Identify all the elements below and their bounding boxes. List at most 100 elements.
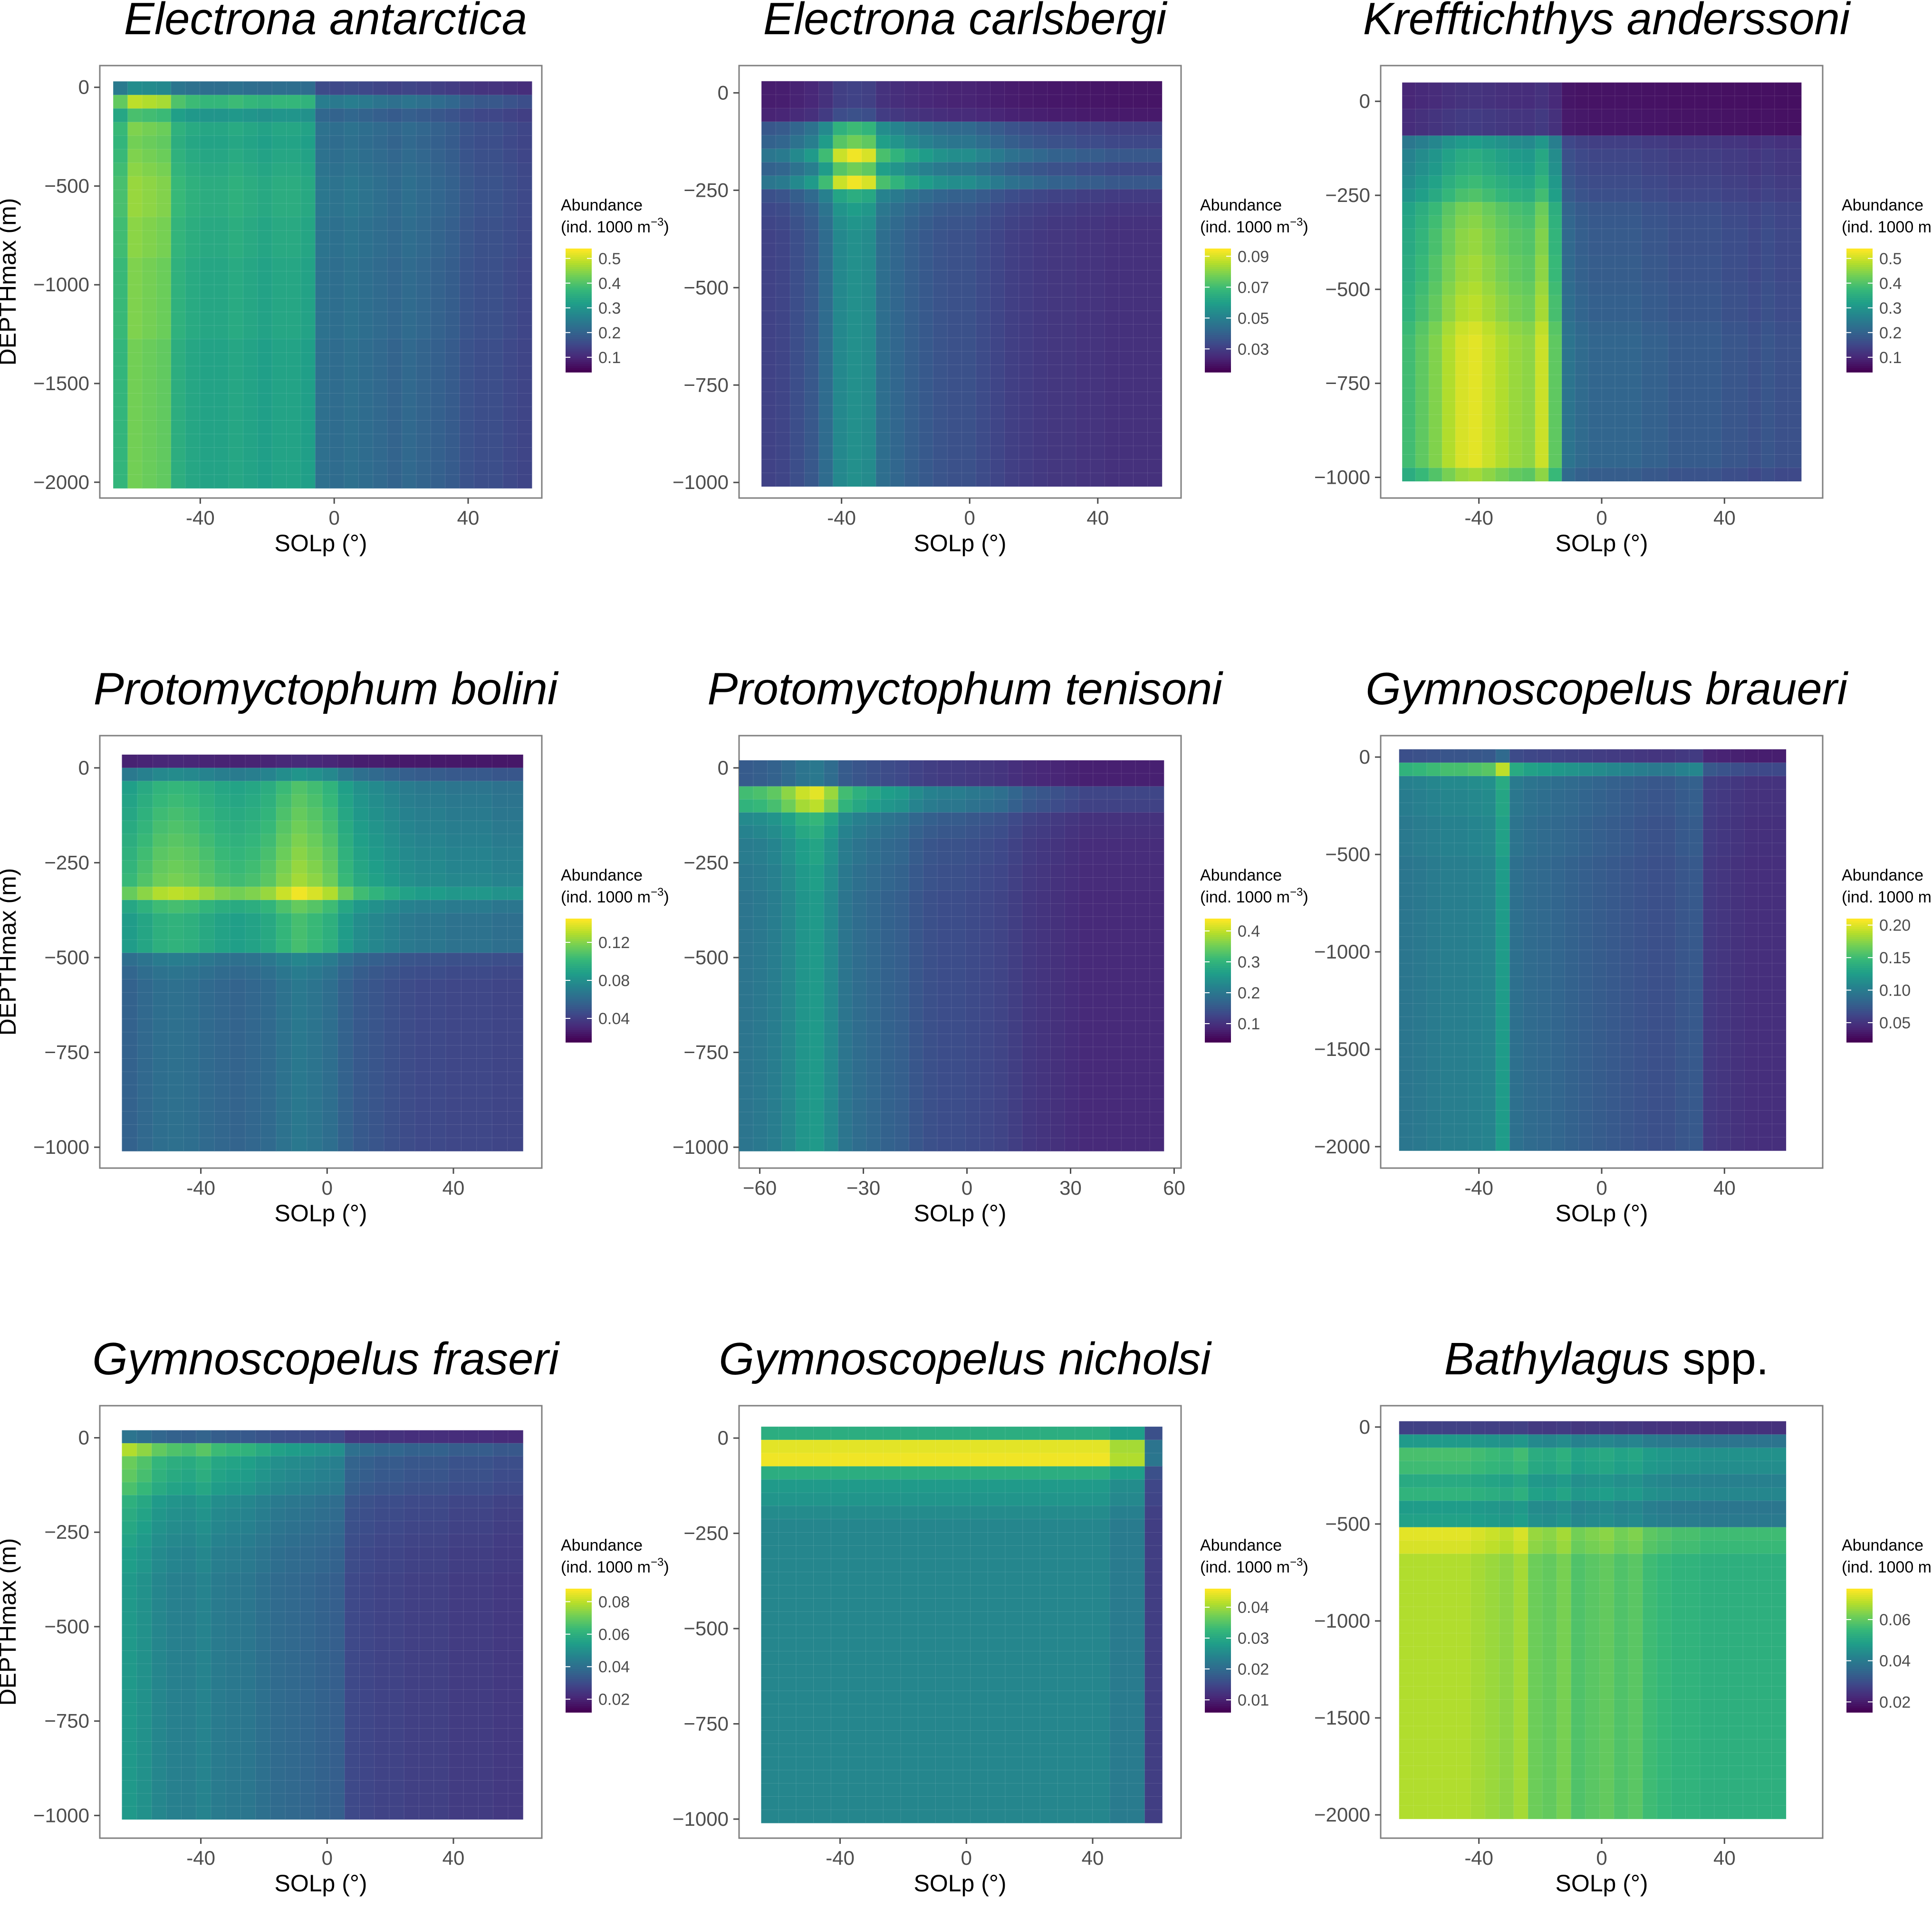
heatmap-cell (230, 860, 246, 874)
heatmap-cell (1708, 202, 1722, 216)
heatmap-cell (1135, 838, 1150, 852)
heatmap-cell (790, 95, 805, 109)
heatmap-cell (1047, 95, 1062, 109)
heatmap-cell (1668, 335, 1682, 349)
heatmap-cell (153, 992, 169, 1006)
heatmap-cell (1774, 388, 1788, 402)
heatmap-cell (1019, 459, 1034, 473)
heatmap-cell (1788, 175, 1802, 189)
heatmap-cell (142, 258, 157, 272)
colorbar-segment (566, 1005, 592, 1008)
heatmap-cell (402, 163, 417, 177)
colorbar-segment (566, 945, 592, 948)
heatmap-cell (1562, 441, 1576, 455)
heatmap-cell (476, 754, 492, 768)
heatmap-cell (245, 1006, 261, 1019)
heatmap-cell (243, 190, 258, 204)
heatmap-cell (852, 916, 867, 930)
heatmap-cell (300, 447, 316, 461)
heatmap-cell (1748, 135, 1762, 150)
heatmap-cell (368, 900, 384, 914)
heatmap-cell (976, 405, 991, 419)
heatmap-cell (199, 913, 215, 927)
heatmap-cell (761, 310, 776, 325)
heatmap-cell (1105, 135, 1119, 149)
heatmap-cell (1065, 773, 1079, 787)
heatmap-cell (171, 312, 186, 326)
heatmap-cell (1734, 282, 1749, 296)
heatmap-cell (358, 163, 374, 177)
heatmap-cell (965, 995, 980, 1008)
heatmap-cell (1076, 202, 1091, 217)
heatmap-cell (1004, 472, 1019, 487)
heatmap-cell (257, 379, 272, 394)
y-tick-label: −1000 (33, 273, 89, 296)
heatmap-cell (824, 799, 839, 813)
heatmap-cell (1402, 295, 1416, 309)
heatmap-cell (1602, 361, 1615, 375)
heatmap-cell (951, 955, 966, 969)
heatmap-cell (781, 1073, 796, 1086)
colorbar-segment (1846, 267, 1873, 270)
chart-title-italic: Electrona carlsbergi (763, 0, 1168, 44)
heatmap-cell (368, 767, 384, 782)
heatmap-cell (1788, 229, 1802, 242)
heatmap-cell (315, 461, 330, 475)
heatmap-cell (142, 393, 157, 407)
heatmap-cell (1482, 454, 1496, 469)
heatmap-cell (373, 339, 388, 353)
heatmap-cell (790, 472, 805, 487)
heatmap-cell (1761, 135, 1775, 150)
heatmap-cell (460, 258, 474, 272)
heatmap-cell (445, 230, 460, 245)
heatmap-cell (243, 298, 258, 312)
heatmap-cell (300, 379, 316, 394)
heatmap-cell (1788, 122, 1802, 136)
heatmap-cell (1721, 175, 1735, 189)
heatmap-cell (1748, 162, 1762, 176)
heatmap-cell (809, 773, 825, 787)
heatmap-cell (474, 461, 489, 475)
heatmap-cell (1548, 189, 1562, 202)
colorbar-segment (1205, 255, 1231, 258)
heatmap-cell (1019, 310, 1034, 325)
heatmap-cell (909, 812, 923, 826)
heatmap-cell (965, 773, 980, 787)
heatmap-cell (1668, 162, 1682, 176)
heatmap-cell (260, 1072, 277, 1085)
heatmap-cell (329, 461, 345, 475)
heatmap-cell (1495, 135, 1509, 150)
heatmap-cell (776, 202, 790, 217)
heatmap-cell (1105, 472, 1119, 487)
heatmap-cell (384, 1006, 400, 1019)
heatmap-cell (1061, 284, 1077, 298)
heatmap-cell (430, 1085, 446, 1099)
heatmap-cell (142, 325, 157, 339)
heatmap-cell (1076, 392, 1091, 406)
heatmap-cell (1004, 446, 1019, 460)
heatmap-cell (1107, 968, 1122, 982)
heatmap-cell (1036, 1112, 1051, 1125)
heatmap-cell (384, 926, 400, 940)
x-axis-label: SOLp (°) (913, 530, 1006, 556)
heatmap-cell (461, 1032, 477, 1046)
heatmap-cell (1442, 175, 1456, 189)
heatmap-cell (824, 864, 839, 878)
heatmap-cell (476, 1124, 492, 1138)
heatmap-cell (229, 352, 244, 367)
heatmap-cell (990, 459, 1005, 473)
heatmap-cell (1047, 351, 1062, 365)
heatmap-cell (790, 378, 805, 393)
heatmap-cell (286, 95, 301, 109)
heatmap-cell (1442, 428, 1456, 442)
heatmap-cell (1774, 374, 1788, 389)
heatmap-cell (1065, 877, 1079, 891)
heatmap-cell (272, 420, 287, 434)
heatmap-cell (1442, 414, 1456, 429)
heatmap-cell (245, 834, 261, 848)
heatmap-cell (951, 903, 966, 917)
heatmap-cell (445, 203, 460, 218)
heatmap-cell (739, 1099, 754, 1112)
heatmap-cell (852, 760, 867, 774)
heatmap-cell (1107, 890, 1122, 904)
